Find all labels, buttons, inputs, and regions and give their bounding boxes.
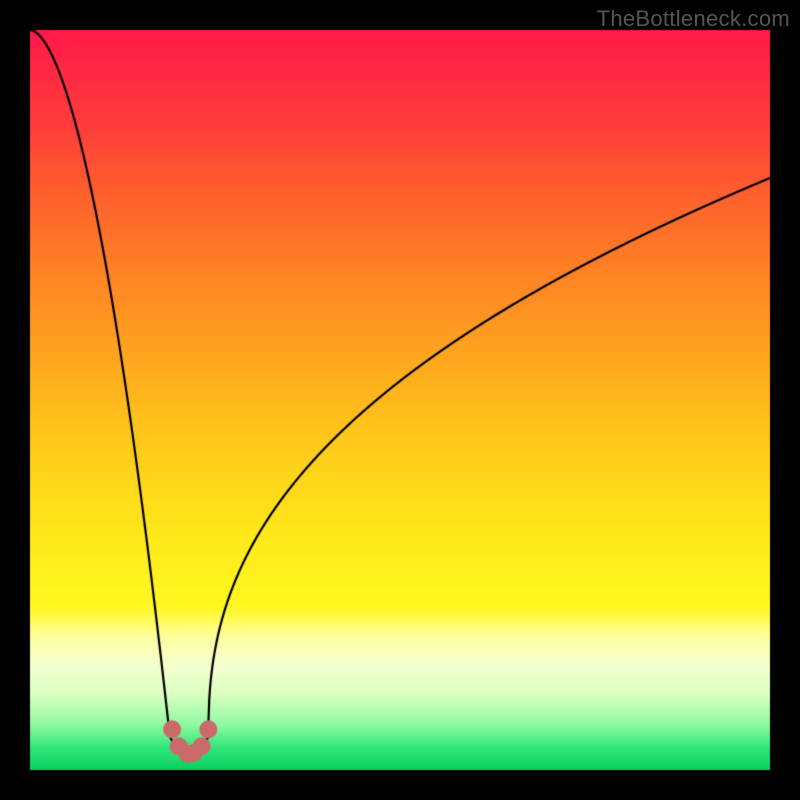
chart-stage: TheBottleneck.com (0, 0, 800, 800)
bottleneck-v-curve-canvas (0, 0, 800, 800)
